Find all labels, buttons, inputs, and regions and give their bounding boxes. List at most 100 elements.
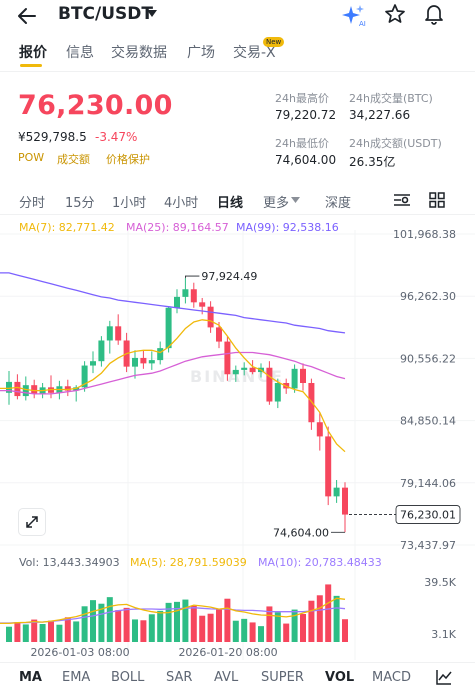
- period-timeshare[interactable]: 分时: [19, 196, 46, 211]
- volume-bar: [31, 619, 38, 642]
- indicator-macd[interactable]: MACD: [372, 670, 411, 685]
- volume-bar: [106, 597, 113, 642]
- stat-high-label: 24h最高价: [275, 92, 329, 105]
- price-axis-label: 84,850.14: [400, 415, 456, 428]
- volume-bar: [224, 598, 231, 642]
- period-daily[interactable]: 日线: [217, 196, 244, 211]
- volume-bar: [283, 623, 290, 642]
- candle-body: [115, 326, 122, 341]
- indicator-boll[interactable]: BOLL: [111, 670, 145, 685]
- candle-body: [199, 302, 206, 307]
- volume-bar: [207, 613, 214, 642]
- volume-bar: [14, 622, 21, 642]
- tab-quote[interactable]: 报价: [19, 45, 47, 61]
- indicator-chart-icon[interactable]: [435, 668, 453, 686]
- candle-body: [216, 327, 222, 342]
- volume-bar: [266, 606, 273, 642]
- volume-bar: [157, 610, 164, 642]
- ma7-legend: MA(7): 82,771.42: [19, 221, 115, 234]
- cny-price: ¥529,798.5: [18, 130, 87, 144]
- candle-body: [266, 367, 273, 402]
- volume-bar: [132, 619, 138, 642]
- stat-low: 74,604.00: [275, 153, 337, 167]
- candle-body: [207, 306, 214, 328]
- period-15m[interactable]: 15分: [65, 196, 95, 211]
- period-1h[interactable]: 1小时: [112, 196, 147, 211]
- volume-bar: [165, 602, 172, 642]
- bell-icon[interactable]: [423, 2, 445, 26]
- divider: [0, 71, 475, 72]
- volume-bars: [6, 584, 348, 642]
- period-depth[interactable]: 深度: [325, 196, 352, 211]
- volume-bar: [274, 612, 281, 642]
- candle-body: [300, 368, 306, 383]
- stat-vol-usdt-label: 24h成交额(USDT): [349, 137, 442, 150]
- volume-ma-lines: [0, 597, 346, 625]
- volume-bar: [56, 624, 63, 642]
- volume-bar: [258, 626, 264, 642]
- star-icon[interactable]: [384, 3, 406, 25]
- price-axis: 101,968.38 96,262.30 90,556.22 84,850.14 79,…: [393, 228, 456, 552]
- candle-body: [90, 361, 96, 366]
- volume-axis-label: 39.5K: [424, 576, 456, 589]
- period-more[interactable]: 更多: [263, 196, 290, 211]
- tag-price-protection[interactable]: 价格保护: [106, 153, 150, 166]
- volume-bar: [174, 601, 180, 642]
- last-price: 76,230.00: [18, 90, 173, 121]
- tag-pow[interactable]: POW: [18, 151, 45, 164]
- time-axis: 2026-01-03 08:00 2026-01-20 08:00: [30, 646, 277, 659]
- indicator-ema[interactable]: EMA: [62, 670, 91, 685]
- candle-body: [241, 367, 248, 370]
- more-caret-icon[interactable]: [291, 197, 300, 203]
- low-marker-label: 74,604.00: [273, 526, 329, 539]
- candle-body: [333, 487, 340, 497]
- candle-body: [342, 487, 348, 515]
- indicator-settings-icon[interactable]: [393, 192, 411, 208]
- period-4h[interactable]: 4小时: [164, 196, 199, 211]
- divider: [0, 662, 475, 663]
- candle-body: [106, 326, 113, 341]
- volume-bar: [232, 620, 239, 642]
- candle-body: [232, 369, 239, 375]
- tab-trade-x[interactable]: 交易-X: [233, 45, 276, 61]
- kline-chart[interactable]: BINANCE 101,968.3896,262.3090,556.2284,8…: [0, 215, 475, 665]
- top-tabs: 报价 信息 交易数据 广场 交易-X New: [0, 34, 475, 70]
- volume-bar: [115, 610, 122, 642]
- candles: [6, 278, 348, 533]
- stat-vol-btc-label: 24h成交量(BTC): [349, 92, 433, 105]
- volume-bar: [300, 614, 306, 642]
- caret-down-icon[interactable]: [146, 9, 158, 19]
- tag-turnover[interactable]: 成交额: [57, 153, 90, 166]
- tab-info[interactable]: 信息: [66, 45, 94, 61]
- price-axis-label: 101,968.38: [393, 228, 456, 241]
- vol-ma5-line: [0, 597, 346, 625]
- fullscreen-button[interactable]: [18, 508, 46, 536]
- volume-bar: [325, 584, 332, 642]
- indicator-sar[interactable]: SAR: [166, 670, 193, 685]
- period-selector: 分时 15分 1小时 4小时 日线 更多 深度: [0, 192, 475, 212]
- pair-title[interactable]: BTC/USDT: [58, 4, 153, 24]
- candle-body: [98, 340, 105, 362]
- tab-trading-data[interactable]: 交易数据: [111, 45, 167, 61]
- tab-square[interactable]: 广场: [187, 45, 215, 61]
- price-markers: 97,924.49 74,604.00 76,230.01: [184, 270, 461, 539]
- expand-icon: [26, 516, 38, 528]
- candle-body: [22, 385, 29, 397]
- volume-bar: [148, 614, 155, 642]
- candle-body: [132, 357, 138, 367]
- indicator-avl[interactable]: AVL: [214, 670, 239, 685]
- volume-bar: [333, 595, 340, 642]
- candle-body: [14, 381, 21, 397]
- current-price-tag: [395, 505, 461, 524]
- volume-bar: [64, 617, 71, 642]
- back-arrow-icon[interactable]: [16, 5, 38, 27]
- time-axis-label: 2026-01-20 08:00: [178, 646, 277, 659]
- indicator-vol[interactable]: VOL: [325, 670, 355, 685]
- ai-sparkle-icon[interactable]: AI: [342, 4, 368, 28]
- candle-body: [291, 368, 298, 389]
- layout-grid-icon[interactable]: [429, 192, 445, 208]
- active-tab-indicator: [20, 64, 42, 67]
- indicator-ma[interactable]: MA: [19, 670, 42, 685]
- indicator-super[interactable]: SUPER: [261, 670, 304, 685]
- price-axis-label: 79,144.06: [400, 477, 456, 490]
